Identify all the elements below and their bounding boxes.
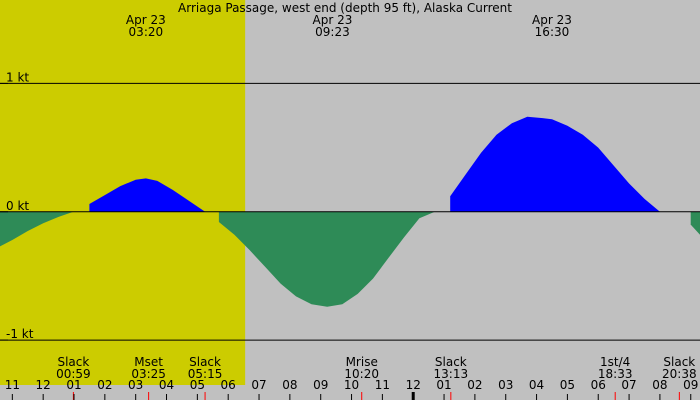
extreme-time-label: 16:30 — [535, 25, 570, 39]
hour-label: 06 — [591, 378, 606, 392]
event-name-label: Mrise — [346, 355, 378, 369]
extreme-date-label: Apr 23 — [126, 13, 166, 27]
event-time-label: 10:20 — [344, 367, 379, 381]
extreme-date-label: Apr 23 — [532, 13, 572, 27]
chart-title: Arriaga Passage, west end (depth 95 ft),… — [178, 1, 512, 15]
hour-label: 09 — [313, 378, 328, 392]
hour-label: 10 — [344, 378, 359, 392]
event-time-label: 18:33 — [598, 367, 633, 381]
hour-label: 08 — [652, 378, 667, 392]
ebb-area — [0, 211, 74, 247]
hour-label: 11 — [5, 378, 20, 392]
hour-label: 06 — [221, 378, 236, 392]
event-time-label: 20:38 — [662, 367, 697, 381]
hour-label: 01 — [436, 378, 451, 392]
hour-label: 09 — [683, 378, 698, 392]
hour-label: 04 — [159, 378, 174, 392]
hour-label: 03 — [498, 378, 513, 392]
hour-label: 04 — [529, 378, 544, 392]
hour-label: 07 — [621, 378, 636, 392]
event-name-label: Slack — [663, 355, 695, 369]
hour-label: 02 — [97, 378, 112, 392]
flood-area — [89, 178, 206, 212]
hour-label: 07 — [251, 378, 266, 392]
event-name-label: Mset — [134, 355, 163, 369]
hour-label: 03 — [128, 378, 143, 392]
hour-label: 05 — [560, 378, 575, 392]
hour-label: 12 — [406, 378, 421, 392]
event-name-label: Slack — [57, 355, 89, 369]
event-time-label: 05:15 — [188, 367, 223, 381]
flood-area — [450, 116, 660, 212]
event-time-label: 00:59 — [56, 367, 91, 381]
hour-label: 08 — [282, 378, 297, 392]
event-name-label: 1st/4 — [600, 355, 630, 369]
event-time-label: 13:13 — [434, 367, 469, 381]
extreme-time-label: 09:23 — [315, 25, 350, 39]
hour-label: 02 — [467, 378, 482, 392]
extreme-time-label: 03:20 — [129, 25, 164, 39]
extreme-date-label: Apr 23 — [313, 13, 353, 27]
y-tick-label: 0 kt — [6, 199, 29, 213]
hour-label: 11 — [375, 378, 390, 392]
event-time-label: 03:25 — [131, 367, 166, 381]
ebb-area — [690, 211, 700, 235]
y-tick-label: 1 kt — [6, 70, 29, 84]
event-name-label: Slack — [435, 355, 467, 369]
ebb-area — [218, 211, 435, 307]
event-name-label: Slack — [189, 355, 221, 369]
hour-label: 12 — [36, 378, 51, 392]
hour-label: 05 — [190, 378, 205, 392]
hour-label: 01 — [66, 378, 81, 392]
y-tick-label: -1 kt — [6, 327, 34, 341]
